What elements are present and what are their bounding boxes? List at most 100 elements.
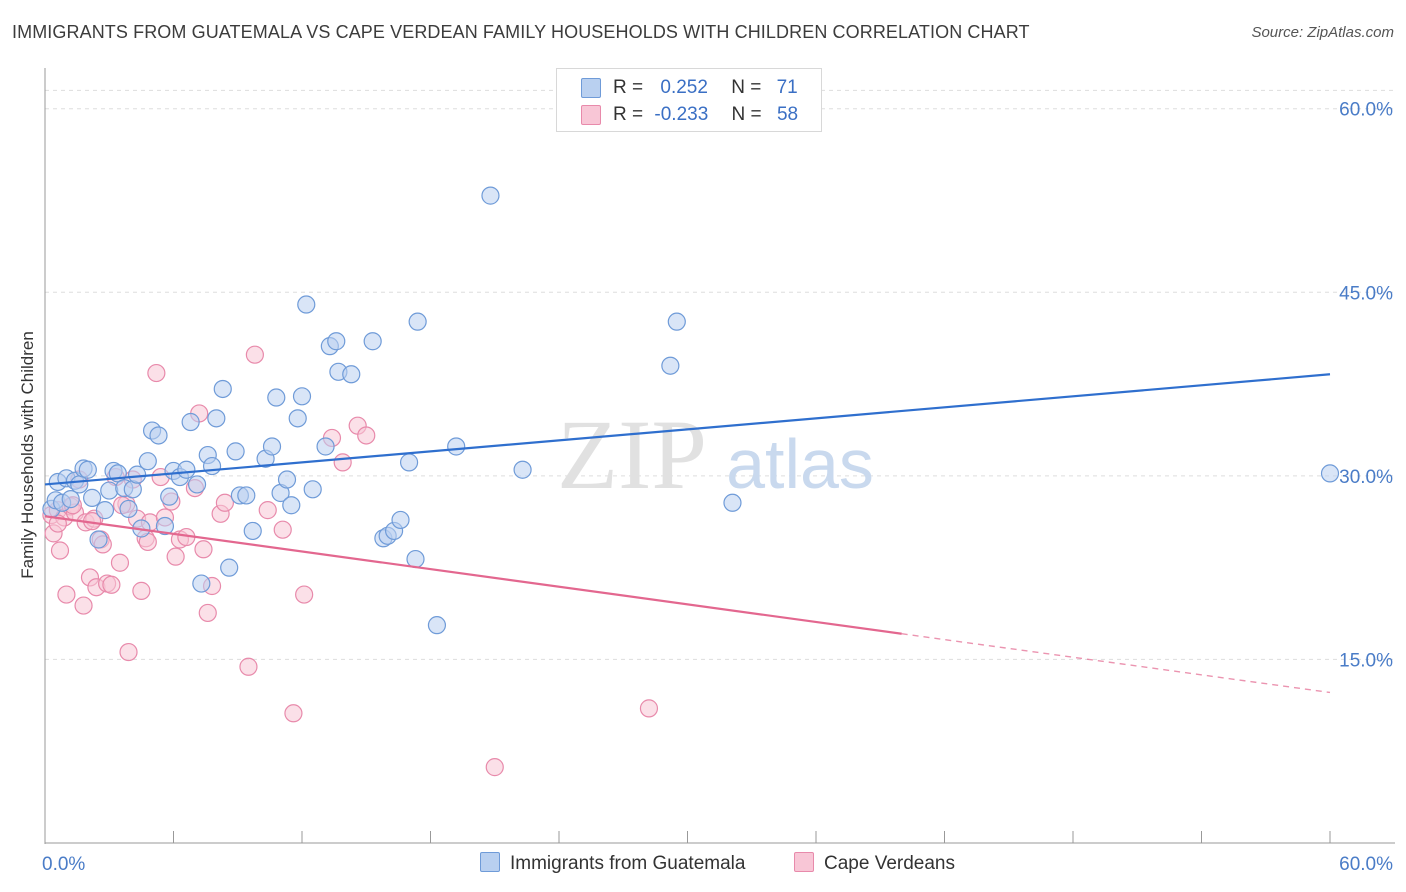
point-guatemala: [267, 388, 286, 407]
point-guatemala: [667, 312, 686, 331]
legend-r-value: -0.233: [654, 104, 709, 125]
source-label: Source: ZipAtlas.com: [1251, 24, 1394, 41]
legend-r-label: R =: [613, 104, 644, 125]
point-guatemala: [202, 456, 222, 476]
point-guatemala: [427, 616, 447, 635]
legend-n-label: N =: [731, 104, 762, 125]
point-cape-verdeans: [258, 501, 277, 520]
point-guatemala: [327, 332, 346, 351]
point-guatemala: [661, 356, 680, 375]
point-guatemala: [61, 490, 80, 509]
point-guatemala: [303, 480, 322, 499]
y-tick-label: 60.0%: [1339, 100, 1393, 121]
point-guatemala: [89, 530, 108, 549]
point-guatemala: [1320, 464, 1340, 483]
point-guatemala: [342, 365, 361, 384]
point-cape-verdeans: [239, 657, 258, 676]
point-guatemala: [399, 453, 419, 472]
point-cape-verdeans: [166, 547, 185, 566]
point-guatemala: [160, 487, 179, 506]
point-guatemala: [177, 460, 196, 479]
point-cape-verdeans: [57, 585, 76, 604]
trend-line-guatemala: [44, 373, 1331, 486]
chart-title: IMMIGRANTS FROM GUATEMALA VS CAPE VERDEA…: [12, 22, 1030, 42]
trend-line-cape-verdeans: [44, 515, 902, 635]
legend-r-label: R =: [613, 77, 644, 98]
point-cape-verdeans: [194, 540, 213, 559]
point-cape-verdeans: [215, 493, 234, 512]
point-guatemala: [187, 475, 207, 494]
watermark-zip: ZIP: [557, 399, 707, 510]
watermark-atlas: atlas: [726, 425, 874, 503]
legend-n-value: 71: [776, 77, 798, 98]
point-guatemala: [138, 452, 157, 471]
point-cape-verdeans: [284, 704, 303, 723]
y-tick-label: 45.0%: [1339, 283, 1393, 304]
point-guatemala: [288, 409, 307, 428]
point-guatemala: [207, 409, 226, 428]
y-tick-label: 30.0%: [1339, 467, 1393, 488]
point-cape-verdeans: [273, 520, 292, 539]
x-tick-label: 0.0%: [42, 854, 85, 875]
point-guatemala: [292, 387, 312, 406]
bottom-legend-swatch-blue: [480, 852, 500, 872]
point-cape-verdeans: [639, 699, 659, 718]
point-cape-verdeans: [245, 345, 264, 364]
x-tick-label: 60.0%: [1339, 854, 1393, 875]
legend-n-label: N =: [731, 77, 762, 98]
point-guatemala: [155, 516, 175, 536]
point-guatemala: [363, 332, 382, 351]
point-guatemala: [119, 499, 138, 518]
point-guatemala: [481, 186, 500, 205]
point-cape-verdeans: [102, 575, 121, 594]
point-cape-verdeans: [198, 603, 217, 623]
point-cape-verdeans: [357, 426, 376, 445]
legend-swatch-pink: [581, 105, 601, 125]
tick-labels: 15.0% 30.0% 45.0% 60.0% 0.0% 60.0%: [42, 100, 1393, 875]
point-guatemala: [282, 496, 301, 515]
point-guatemala: [243, 521, 262, 541]
point-cape-verdeans: [50, 541, 70, 560]
trend-line-cape-verdeans-extrapolated: [901, 633, 1331, 694]
point-guatemala: [447, 437, 466, 456]
point-guatemala: [100, 481, 119, 500]
point-guatemala: [213, 379, 232, 399]
bottom-legend-label: Cape Verdeans: [824, 853, 955, 874]
axes: [44, 68, 1395, 844]
trend-lines: [44, 373, 1331, 694]
point-guatemala: [181, 412, 200, 432]
point-guatemala: [408, 312, 427, 331]
point-cape-verdeans: [147, 363, 166, 383]
point-guatemala: [316, 437, 335, 456]
point-cape-verdeans: [132, 581, 151, 600]
y-tick-label: 15.0%: [1339, 650, 1393, 671]
bottom-legend-cape-verdeans: Cape Verdeans: [794, 852, 955, 875]
point-guatemala: [78, 460, 97, 479]
point-guatemala: [237, 486, 256, 505]
legend-row-cape-verdeans: R = -0.233 N = 58: [581, 104, 799, 126]
point-cape-verdeans: [485, 758, 504, 777]
point-guatemala: [723, 493, 742, 512]
point-guatemala: [192, 574, 211, 593]
point-cape-verdeans: [110, 553, 130, 572]
legend-box: R = 0.252 N = 71 R = -0.233 N = 58: [556, 68, 822, 132]
legend-swatch-blue: [581, 78, 601, 98]
point-guatemala: [83, 488, 102, 507]
bottom-legend-guatemala: Immigrants from Guatemala: [480, 852, 745, 875]
point-cape-verdeans: [333, 453, 352, 472]
point-guatemala: [220, 558, 239, 577]
point-cape-verdeans: [119, 642, 138, 662]
point-guatemala: [226, 442, 245, 461]
grid-lines: [45, 89, 1395, 660]
point-guatemala: [406, 549, 425, 569]
point-guatemala: [70, 475, 89, 494]
point-guatemala: [297, 295, 316, 314]
point-guatemala: [95, 501, 115, 520]
point-guatemala: [149, 426, 168, 445]
bottom-legend-swatch-pink: [794, 852, 814, 872]
point-cape-verdeans: [74, 596, 93, 615]
point-guatemala: [262, 437, 282, 456]
legend-n-value: 58: [776, 104, 799, 125]
point-cape-verdeans: [295, 585, 314, 604]
